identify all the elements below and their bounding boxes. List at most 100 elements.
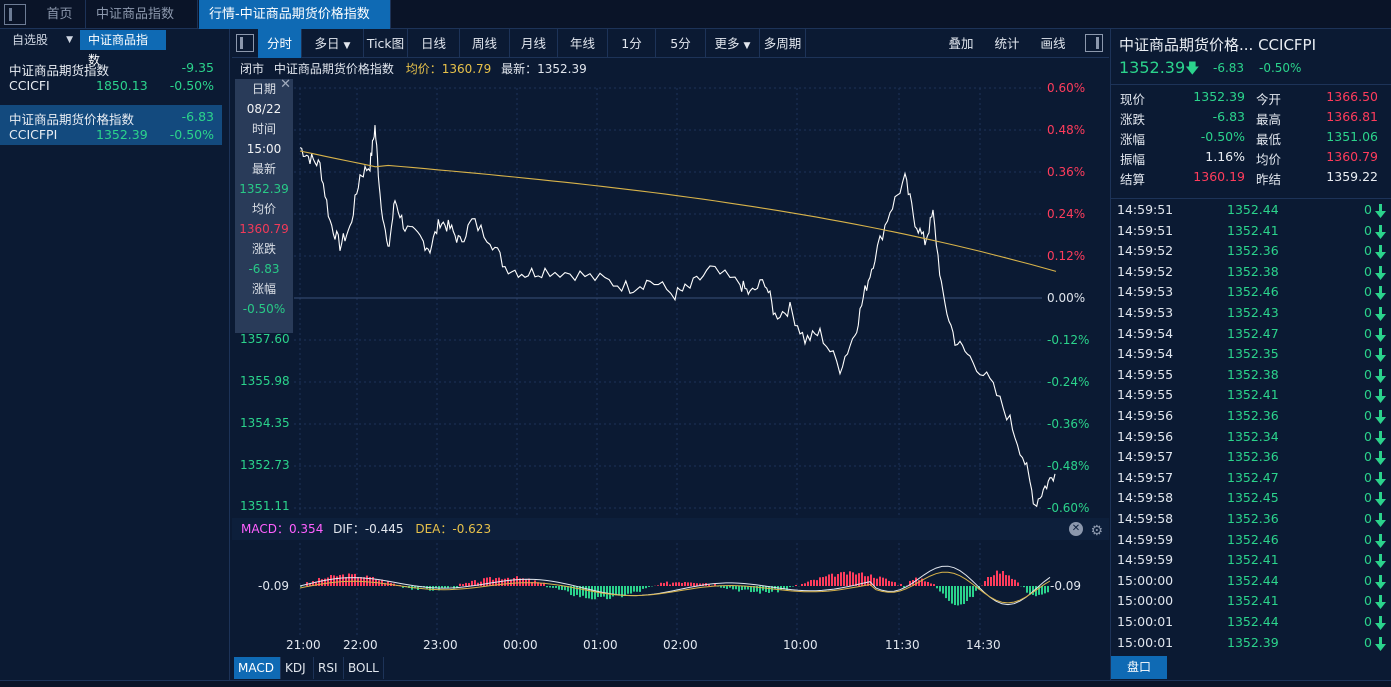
tab-quote-active[interactable]: 行情-中证商品期货价格指数✕ xyxy=(199,0,391,50)
macd-bar xyxy=(915,577,917,586)
macd-bar xyxy=(1035,586,1037,597)
statistics-button[interactable]: 统计 xyxy=(984,29,1030,58)
macd-bar xyxy=(765,586,767,593)
macd-bar xyxy=(1026,586,1028,593)
tab-home[interactable]: 首页 xyxy=(34,0,86,29)
macd-bar xyxy=(402,586,404,588)
arrow-down-icon xyxy=(1375,348,1386,363)
macd-bar xyxy=(870,574,872,586)
tab-commodity-index[interactable]: 中证商品指数 xyxy=(86,0,198,29)
intraday-chart[interactable]: 0.60% 0.48% 0.36% 0.24% 0.12% 0.00% -0.12% -0.2… xyxy=(232,78,1109,656)
sidebar-toggle-icon[interactable] xyxy=(4,4,26,25)
tick-row: 14:59:56 1352.34 0 xyxy=(1111,429,1391,449)
y-tick-right: -0.48% xyxy=(1047,459,1089,473)
macd-bar xyxy=(861,572,863,586)
macd-bar xyxy=(816,580,818,586)
period-day-button[interactable]: 日线 xyxy=(408,29,460,58)
macd-bar xyxy=(321,579,323,586)
tick-volume: 0 xyxy=(1364,634,1372,650)
macd-bar xyxy=(681,582,683,586)
macd-bar xyxy=(864,576,866,586)
quote-label: 涨幅 xyxy=(1120,132,1146,147)
tab-label: BOLL xyxy=(348,661,379,675)
period-multiday-button[interactable]: 多日 ▼ xyxy=(302,29,364,58)
tick-price: 1352.35 xyxy=(1227,346,1279,362)
list-item-name: 中证商品期货价格指数 xyxy=(9,112,135,127)
tick-time: 14:59:53 xyxy=(1117,284,1174,300)
macd-bar xyxy=(990,576,992,586)
arrow-down-icon xyxy=(1375,307,1386,321)
quote-price-value: 1352.39 xyxy=(1119,58,1186,77)
y-tick-right: 0.12% xyxy=(1047,249,1085,263)
x-tick: 02:00 xyxy=(663,638,698,652)
tick-price: 1352.41 xyxy=(1227,387,1279,403)
button-label: Tick图 xyxy=(366,36,405,51)
macd-bar xyxy=(993,575,995,586)
tick-time: 14:59:58 xyxy=(1117,490,1174,506)
period-1min-button[interactable]: 1分 xyxy=(608,29,656,58)
list-item-ccicfpi-selected[interactable]: 中证商品期货价格指数 -6.83 CCICFPI 1352.39 -0.50% xyxy=(0,105,222,145)
macd-bar xyxy=(945,586,947,599)
macd-bar xyxy=(612,586,614,597)
button-label: 更多 xyxy=(714,36,740,51)
macd-bar xyxy=(594,586,596,600)
right-panel-toggle-icon[interactable] xyxy=(1085,34,1103,52)
tick-price: 1352.47 xyxy=(1227,469,1279,485)
macd-bar xyxy=(735,586,737,590)
tick-row: 14:59:58 1352.36 0 xyxy=(1111,511,1391,531)
period-week-button[interactable]: 周线 xyxy=(460,29,510,58)
tab-boll[interactable]: BOLL xyxy=(344,657,384,679)
period-year-button[interactable]: 年线 xyxy=(558,29,608,58)
tick-price: 1352.38 xyxy=(1227,263,1279,279)
arrow-down-icon xyxy=(1375,554,1386,569)
macd-bar xyxy=(531,581,533,586)
tick-price: 1352.41 xyxy=(1227,552,1279,568)
tab-rsi[interactable]: RSI xyxy=(314,657,344,679)
macd-bar xyxy=(951,586,953,604)
macd-bar xyxy=(969,586,971,597)
macd-bar xyxy=(687,582,689,586)
quote-change: -6.83 xyxy=(1213,61,1245,75)
period-month-button[interactable]: 月线 xyxy=(510,29,558,58)
macd-bar xyxy=(840,572,842,586)
multi-period-button[interactable]: 多周期 xyxy=(760,29,806,58)
period-tick-button[interactable]: Tick图 xyxy=(364,29,408,58)
arrow-down-icon xyxy=(1375,286,1386,301)
tooltip-avg: 1360.79 xyxy=(239,222,289,236)
commodity-index-tab[interactable]: 中证商品指数 xyxy=(80,30,166,67)
macd-bar xyxy=(336,576,338,586)
tick-volume: 0 xyxy=(1364,263,1372,279)
list-item-cci[interactable]: 中证商品期货指数 -9.35 CCICFI 1850.13 -0.50% xyxy=(0,56,222,96)
macd-bar xyxy=(888,580,890,586)
tab-macd[interactable]: MACD xyxy=(234,657,281,679)
list-item-code: CCICFPI xyxy=(9,127,58,142)
left-panel-toggle-icon[interactable] xyxy=(236,34,254,52)
order-book-button[interactable]: 盘口 xyxy=(1111,656,1167,679)
tick-volume: 0 xyxy=(1364,552,1372,568)
close-icon[interactable]: ✕ xyxy=(1069,522,1083,536)
period-5min-button[interactable]: 5分 xyxy=(656,29,706,58)
tab-kdj[interactable]: KDJ xyxy=(281,657,314,679)
tick-time: 14:59:58 xyxy=(1117,511,1174,526)
gear-icon[interactable]: ⚙ xyxy=(1090,523,1103,539)
tick-time: 14:59:54 xyxy=(1117,325,1174,341)
macd-bar xyxy=(1041,586,1043,595)
overlay-button[interactable]: 叠加 xyxy=(938,29,984,58)
watchlist-dropdown[interactable]: 自选股 ▼ xyxy=(4,30,79,50)
tooltip-pct-label: 涨幅 xyxy=(251,282,276,296)
period-intraday-button[interactable]: 分时 xyxy=(258,29,302,58)
quote-label: 结算 xyxy=(1120,172,1146,187)
macd-bar xyxy=(804,583,806,586)
macd-bar xyxy=(342,574,344,586)
more-periods-button[interactable]: 更多 ▼ xyxy=(706,29,760,58)
macd-bar xyxy=(471,580,473,586)
button-label: 叠加 xyxy=(948,36,974,51)
macd-bar xyxy=(939,586,941,592)
close-icon[interactable]: ✕ xyxy=(280,77,291,92)
tick-volume: 0 xyxy=(1364,614,1372,629)
macd-bar xyxy=(954,586,956,606)
tick-price: 1352.34 xyxy=(1227,428,1279,444)
macd-bar xyxy=(387,581,389,586)
draw-line-button[interactable]: 画线 xyxy=(1030,29,1076,58)
x-tick: 01:00 xyxy=(583,638,618,652)
